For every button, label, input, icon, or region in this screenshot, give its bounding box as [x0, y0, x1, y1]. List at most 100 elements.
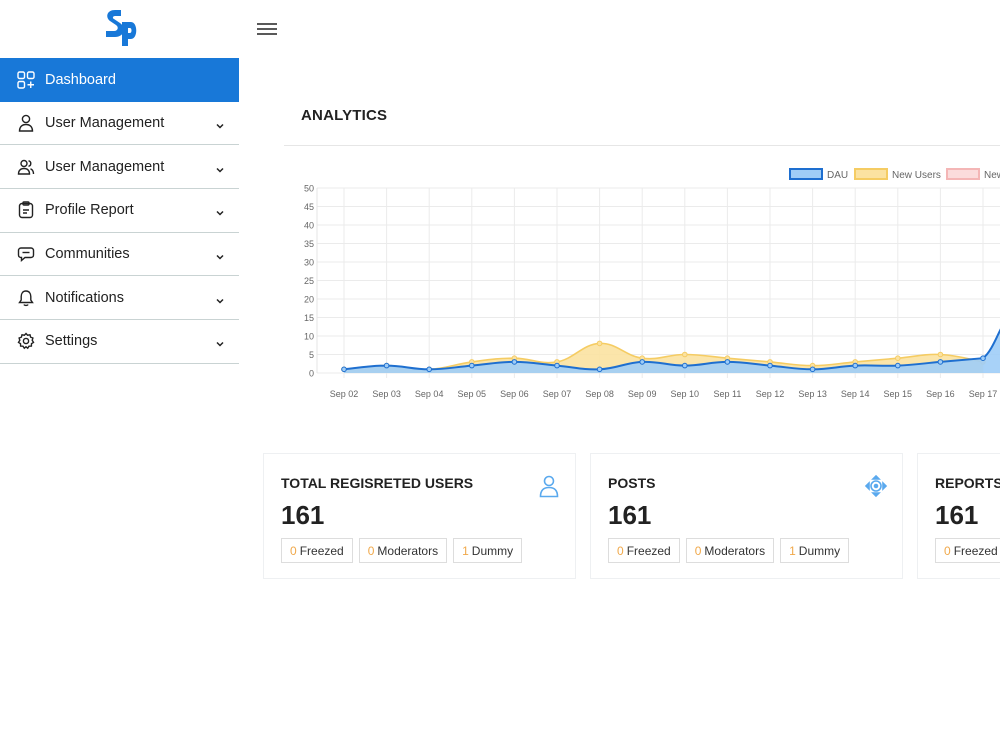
x-tick-label: Sep 03: [372, 389, 401, 399]
chevron-down-icon: [215, 205, 225, 216]
y-tick-label: 35: [304, 239, 314, 249]
data-point: [895, 355, 901, 361]
legend-swatch: [789, 168, 823, 180]
sidebar-item-dashboard[interactable]: Dashboard: [0, 58, 239, 102]
x-tick-label: Sep 04: [415, 389, 444, 399]
chevron-down-icon: [215, 162, 225, 173]
card-total-users: TOTAL REGISRETED USERS 161 0 Freezed 0 Mod…: [263, 453, 576, 579]
sidebar-item-settings[interactable]: Settings: [0, 320, 239, 364]
x-tick-label: Sep 02: [330, 389, 359, 399]
data-point: [554, 362, 560, 369]
x-tick-label: Sep 06: [500, 389, 529, 399]
sidebar-item-label: Settings: [45, 333, 98, 350]
data-point: [469, 362, 475, 369]
bell-icon: [16, 288, 36, 308]
chevron-down-icon: [215, 249, 225, 260]
y-tick-label: 15: [304, 313, 314, 323]
user-outline-icon: [537, 474, 561, 498]
card-value: 161: [608, 500, 652, 530]
x-tick-label: Sep 10: [671, 389, 700, 399]
card-title: POSTS: [608, 475, 656, 491]
legend-label: New Users: [892, 170, 941, 181]
legend-label: New: [984, 170, 1000, 181]
main-content: ANALYTICS 0 5 10 15 20 25 30 35 40 45 50 Sep 02 Sep …: [239, 0, 1000, 750]
card-title: TOTAL REGISRETED USERS: [281, 475, 474, 491]
x-tick-label: Sep 16: [926, 389, 955, 399]
sidebar-item-user-management-2[interactable]: User Management: [0, 145, 239, 189]
data-point: [596, 340, 603, 347]
x-tick-label: Sep 13: [798, 389, 827, 399]
x-tick-label: Sep 15: [884, 389, 913, 399]
divider: [284, 145, 1000, 146]
sidebar-item-notifications[interactable]: Notifications: [0, 276, 239, 320]
sidebar: Dashboard User Management User Managemen…: [0, 0, 239, 750]
data-point: [724, 359, 731, 365]
badge-freezed: 0 Freezed: [281, 538, 353, 563]
dashboard-grid-icon: [16, 70, 36, 90]
x-tick-label: Sep 07: [543, 389, 572, 399]
data-point: [980, 355, 986, 361]
sidebar-item-label: User Management: [45, 158, 165, 175]
data-point: [383, 362, 390, 369]
chevron-down-icon: [215, 118, 225, 129]
data-point: [809, 366, 816, 373]
x-tick-label: Sep 11: [713, 389, 741, 399]
x-tick-label: Sep 09: [628, 389, 657, 399]
data-point: [937, 359, 944, 365]
chevron-down-icon: [215, 293, 225, 304]
sidebar-item-profile-report[interactable]: Profile Report: [0, 189, 239, 233]
y-tick-label: 50: [304, 184, 314, 194]
series-line-new-users: [343, 342, 984, 371]
users-icon: [16, 157, 36, 177]
x-tick-label: Sep 12: [756, 389, 785, 399]
card-title: REPORTS: [935, 475, 1000, 491]
card-posts: POSTS 161 0 Freezed 0 Moderators 1 Dummy: [590, 453, 903, 579]
data-point: [639, 359, 646, 365]
data-point: [937, 351, 944, 358]
y-tick-label: 5: [309, 350, 314, 360]
sidebar-menu: Dashboard User Management User Managemen…: [0, 58, 239, 364]
sidebar-item-label: User Management: [45, 114, 165, 131]
sp-logo-icon[interactable]: [101, 8, 139, 48]
y-tick-label: 20: [304, 295, 314, 305]
badge-moderators: 0 Moderators: [685, 538, 775, 563]
badge-moderators: 0 Moderators: [358, 538, 448, 563]
card-badges: 0 Freezed: [935, 538, 1000, 563]
gear-icon: [16, 331, 36, 351]
card-value: 161: [281, 500, 325, 530]
y-tick-label: 30: [304, 258, 314, 268]
data-point: [852, 362, 859, 369]
badge-freezed: 0 Freezed: [935, 538, 1000, 563]
y-tick-label: 40: [304, 221, 314, 231]
data-point: [426, 366, 432, 373]
chat-bubbles-icon: [16, 244, 36, 264]
data-point: [682, 351, 688, 358]
x-tick-label: Sep 17: [969, 389, 998, 399]
x-tick-label: Sep 08: [585, 389, 614, 399]
data-point: [895, 362, 901, 369]
sidebar-item-label: Dashboard: [45, 71, 116, 88]
sidebar-item-communities[interactable]: Communities: [0, 233, 239, 277]
hamburger-icon[interactable]: [256, 21, 278, 37]
badge-freezed: 0 Freezed: [608, 538, 680, 563]
legend-label: DAU: [827, 170, 848, 181]
y-tick-label: 10: [304, 332, 314, 342]
analytics-chart-svg: 0 5 10 15 20 25 30 35 40 45 50 Sep 02 Sep 03 Sep 04 Se…: [304, 168, 1000, 399]
sidebar-item-user-management[interactable]: User Management: [0, 102, 239, 146]
card-badges: 0 Freezed 0 Moderators 1 Dummy: [281, 538, 523, 563]
y-tick-label: 45: [304, 202, 314, 212]
data-point: [767, 362, 773, 369]
badge-dummy: 1 Dummy: [453, 538, 523, 563]
user-icon: [16, 113, 36, 133]
data-point: [596, 366, 603, 373]
chevron-down-icon: [215, 336, 225, 347]
sidebar-item-label: Profile Report: [45, 202, 134, 219]
card-reports: REPORTS 161 0 Freezed: [917, 453, 1000, 579]
y-tick-label: 0: [309, 369, 314, 379]
card-badges: 0 Freezed 0 Moderators 1 Dummy: [608, 538, 850, 563]
x-tick-label: Sep 05: [458, 389, 487, 399]
sidebar-item-label: Notifications: [45, 289, 124, 306]
data-point: [511, 359, 518, 365]
card-value: 161: [935, 500, 979, 530]
data-point: [682, 362, 688, 369]
